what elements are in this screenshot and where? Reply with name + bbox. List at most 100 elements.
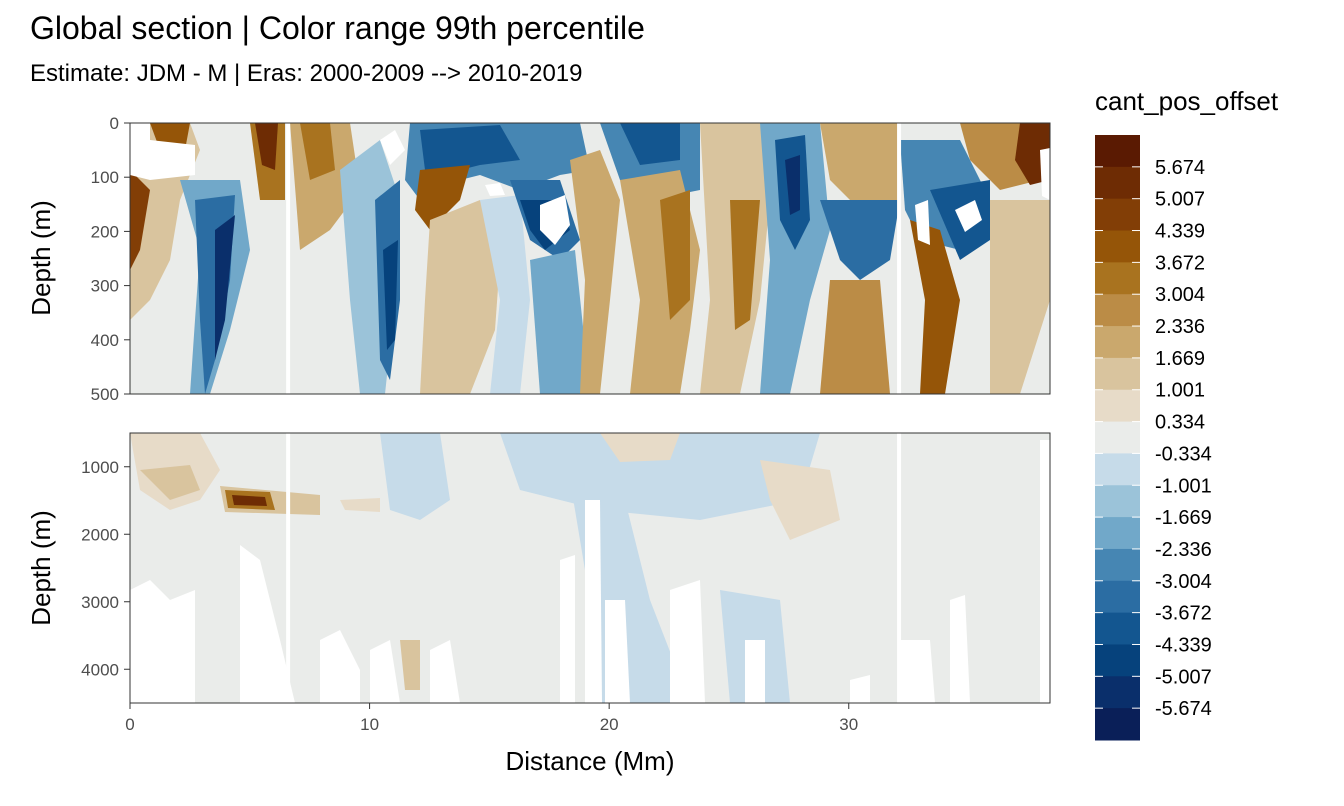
field-shape (990, 200, 1050, 394)
color-legend: 5.674 5.007 4.339 3.672 3.004 2.336 1.669 1.001… (1095, 135, 1212, 741)
field-gap (900, 640, 935, 703)
legend-label: -0.334 (1155, 443, 1212, 465)
legend-swatch (1095, 326, 1140, 359)
field-shape (400, 640, 420, 690)
y-axis-label-lower: Depth (m) (26, 510, 56, 626)
field-shape (820, 200, 900, 280)
legend-label: 3.672 (1155, 252, 1205, 274)
field-gap (430, 640, 460, 703)
legend-label: -3.004 (1155, 571, 1212, 593)
legend-label: -3.672 (1155, 603, 1212, 625)
y-tick-label: 300 (91, 277, 119, 296)
gap-line-lower-1 (286, 433, 291, 703)
x-tick-label: 20 (600, 715, 619, 734)
field-shape (255, 123, 278, 170)
gap-line-lower-2 (897, 433, 902, 703)
x-axis-label: Distance (Mm) (505, 746, 674, 776)
field-gap (130, 123, 195, 180)
legend-swatch (1095, 517, 1140, 550)
legend-swatch (1095, 644, 1140, 677)
y-axis-lower: 1000 2000 3000 4000 (81, 458, 130, 679)
legend-label: 4.339 (1155, 221, 1205, 243)
field-shape (232, 495, 267, 506)
y-axis-label-upper: Depth (m) (26, 200, 56, 316)
legend-label: -1.669 (1155, 507, 1212, 529)
field-gap (130, 580, 195, 703)
legend-swatch (1095, 262, 1140, 295)
field-shape (383, 240, 398, 350)
legend-label: 3.004 (1155, 284, 1205, 306)
legend-swatch (1095, 676, 1140, 709)
legend-label: -1.001 (1155, 475, 1212, 497)
legend-label: -2.336 (1155, 539, 1212, 561)
field-gap (240, 545, 295, 703)
field-shape (140, 465, 200, 500)
legend-label: 5.674 (1155, 157, 1205, 179)
panel-upper-depth: 0 100 200 300 400 500 Depth (m) (26, 114, 1051, 404)
x-tick-label: 30 (839, 715, 858, 734)
panel-upper-border (129, 122, 1051, 395)
field-gap (670, 580, 705, 703)
field-gap (540, 195, 570, 245)
legend-label: 1.001 (1155, 380, 1205, 402)
field-shape (760, 460, 840, 540)
field-shape (215, 215, 235, 360)
x-axis: 0 10 20 30 (125, 703, 858, 734)
field-shape (660, 190, 690, 320)
field-shape (300, 123, 335, 180)
legend-label: -5.674 (1155, 698, 1212, 720)
legend-swatch (1095, 548, 1140, 582)
field-gap (745, 640, 765, 703)
legend-label: 0.334 (1155, 412, 1205, 434)
x-tick-label: 0 (125, 715, 134, 734)
panel-lower-depth: 1000 2000 3000 4000 Depth (m) (26, 432, 1051, 704)
gap-line-upper-2 (897, 123, 902, 394)
field-gap (1040, 148, 1050, 200)
legend-swatch (1095, 198, 1140, 232)
field-shape (760, 123, 830, 394)
legend-swatch (1095, 389, 1140, 423)
legend-swatch (1095, 580, 1140, 614)
field-shape (340, 498, 380, 512)
chart-title: Global section | Color range 99th percen… (30, 10, 645, 46)
field-shape (420, 125, 520, 175)
panel-lower-field (130, 433, 1050, 703)
field-gap (320, 630, 360, 703)
y-tick-label: 3000 (81, 593, 119, 612)
field-shape (570, 150, 620, 394)
field-shape (620, 123, 680, 165)
y-tick-label: 4000 (81, 660, 119, 679)
field-shape (480, 195, 530, 394)
field-gap (955, 200, 982, 232)
panel-upper-field (130, 123, 1050, 394)
field-shape (380, 433, 450, 520)
y-tick-label: 1000 (81, 458, 119, 477)
field-gap (850, 675, 870, 703)
chart-subtitle: Estimate: JDM - M | Eras: 2000-2009 --> … (30, 60, 583, 87)
legend-label: 2.336 (1155, 316, 1205, 338)
field-shape (130, 170, 150, 270)
y-tick-label: 2000 (81, 525, 119, 544)
y-tick-label: 0 (110, 114, 119, 133)
gap-line-upper-1 (286, 123, 291, 394)
legend-swatch (1095, 612, 1140, 645)
y-tick-label: 200 (91, 222, 119, 241)
field-gap (560, 555, 575, 703)
y-tick-label: 100 (91, 168, 119, 187)
legend-swatch (1095, 708, 1140, 741)
field-gap (1040, 440, 1050, 703)
legend-swatch (1095, 485, 1140, 518)
field-shape (820, 280, 890, 394)
field-gap (915, 200, 930, 245)
legend-swatch (1095, 294, 1140, 327)
legend-title: cant_pos_offset (1095, 86, 1279, 116)
legend-label: 5.007 (1155, 189, 1205, 211)
field-shape (820, 123, 900, 200)
field-shape (785, 155, 800, 215)
field-gap (585, 500, 602, 703)
legend-swatch (1095, 421, 1140, 454)
field-gap (605, 600, 630, 703)
field-shape (910, 220, 960, 394)
x-tick-label: 10 (360, 715, 379, 734)
